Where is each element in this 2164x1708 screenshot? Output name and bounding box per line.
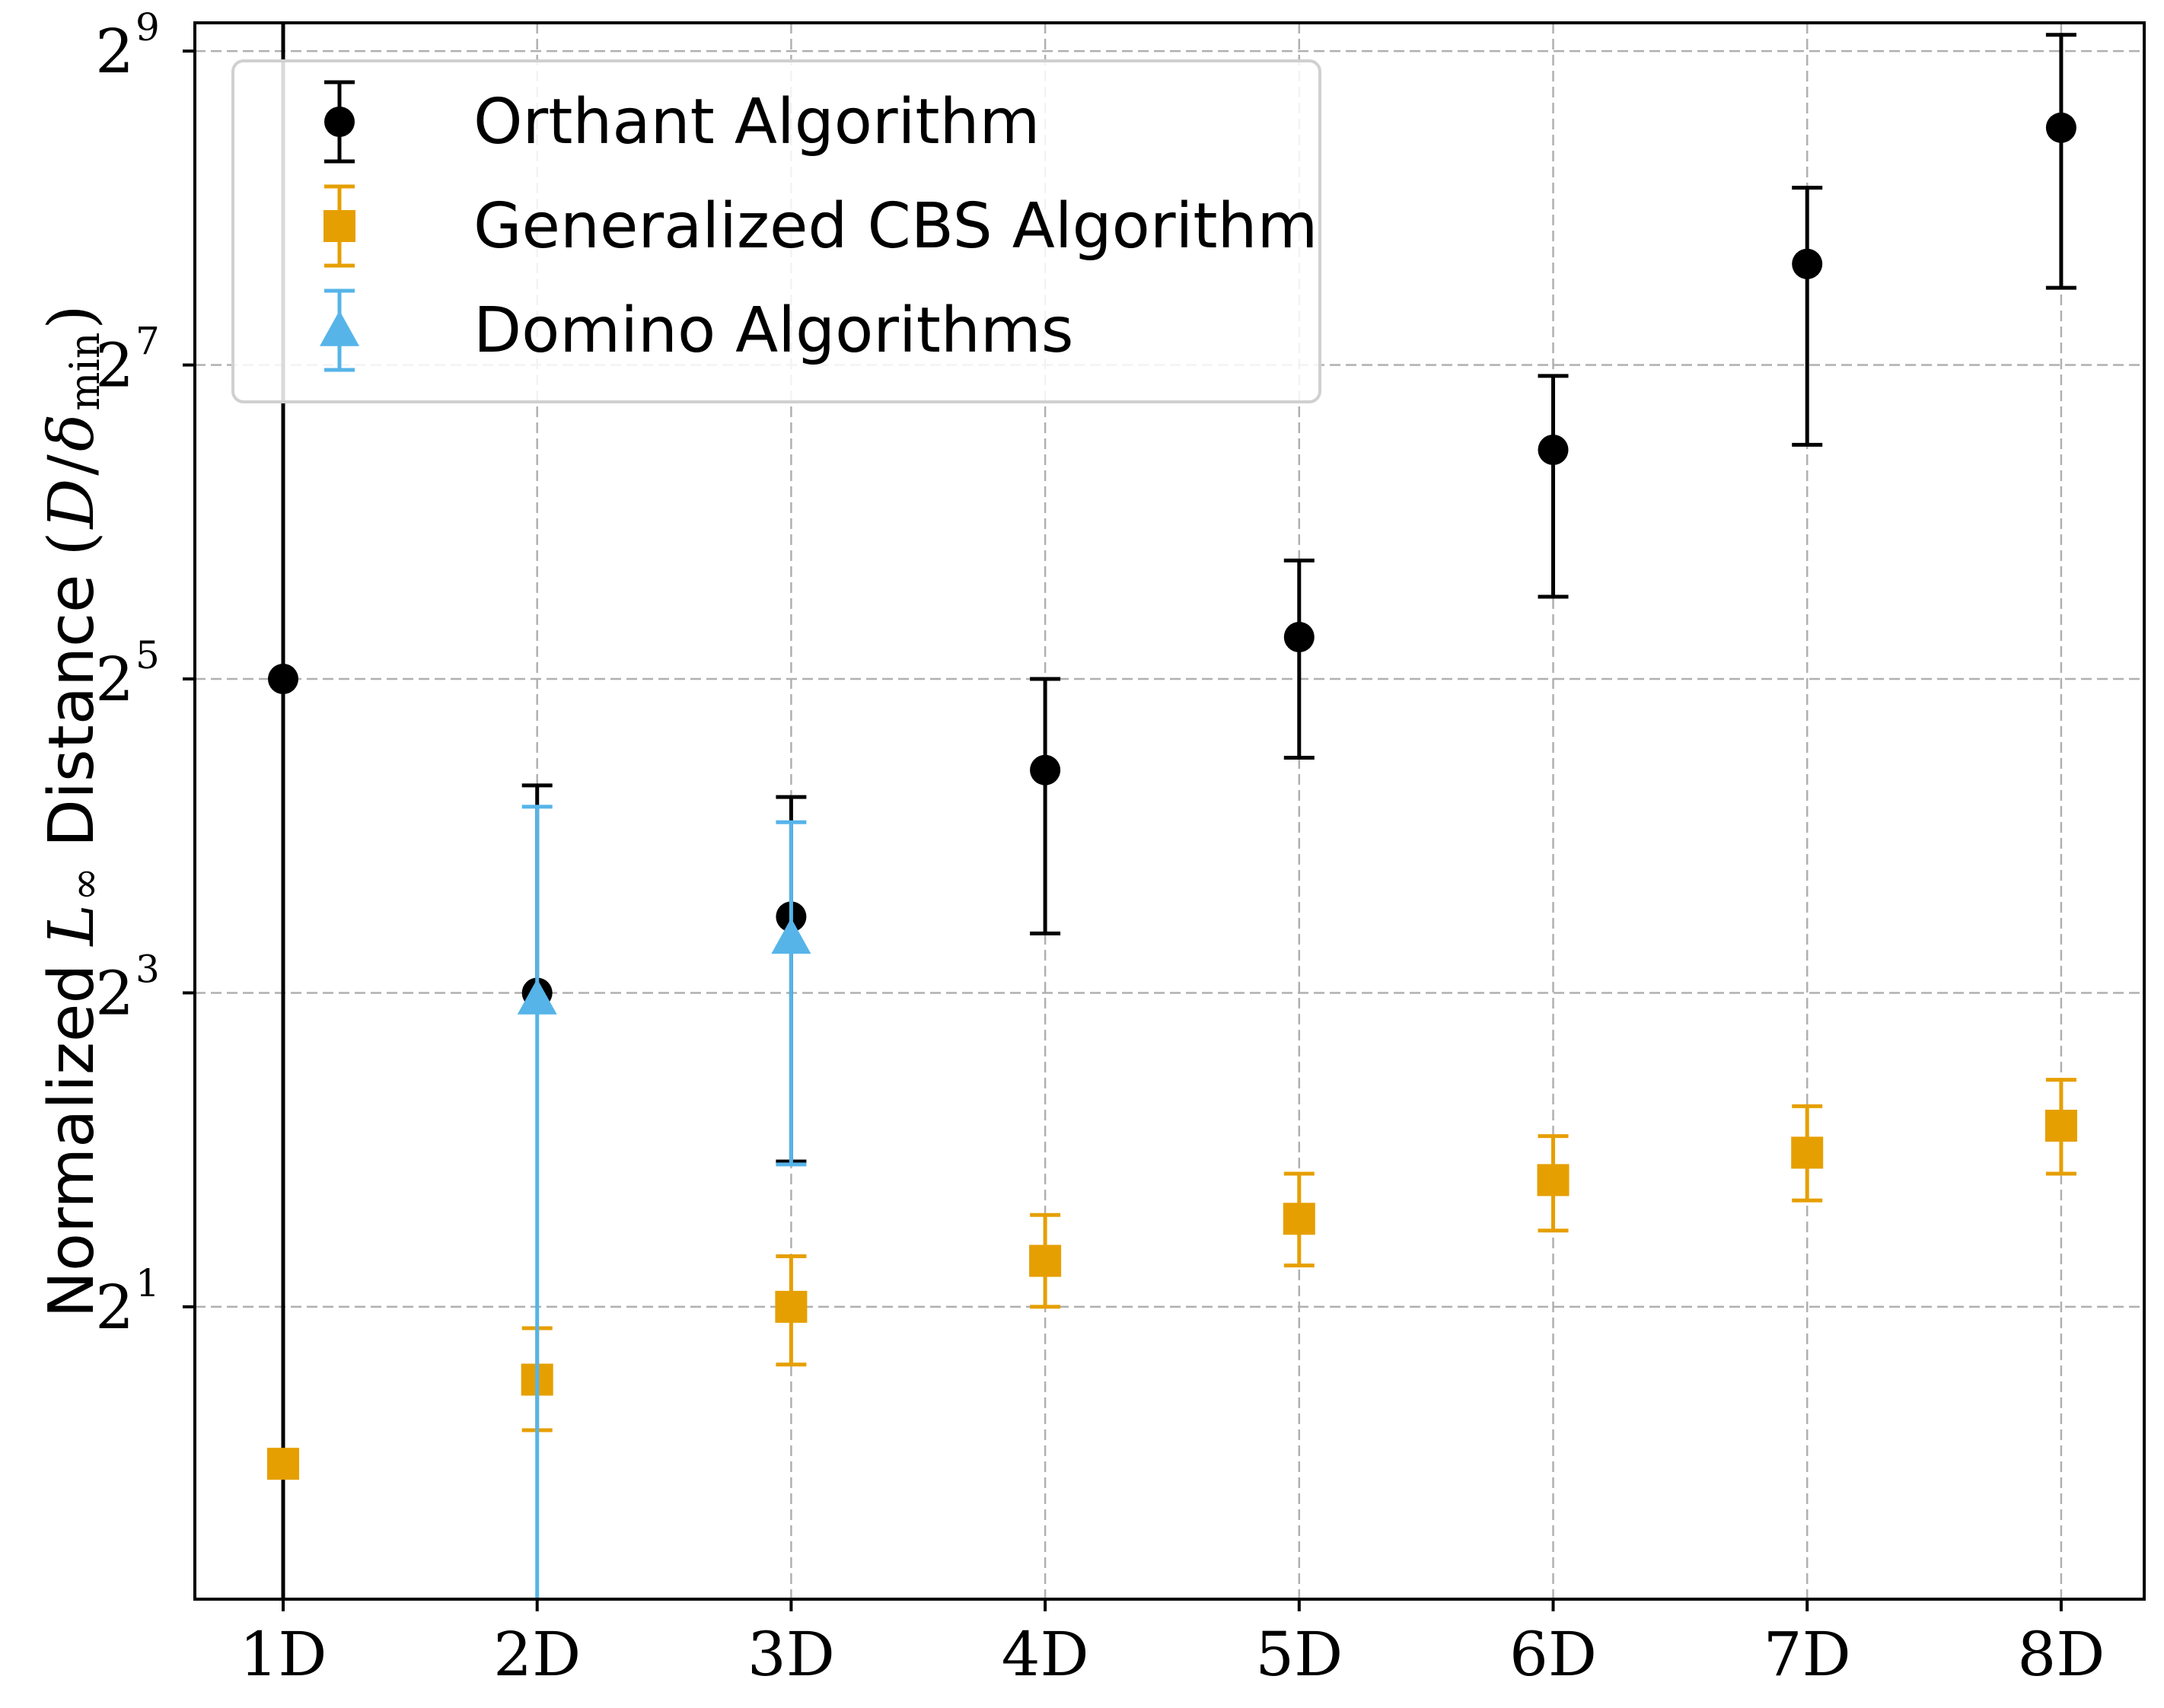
- y-tick-exponent: 1: [135, 1261, 160, 1305]
- data-point: [775, 1290, 808, 1323]
- ylabel-word: Distance: [36, 575, 108, 848]
- legend-marker: [324, 107, 355, 137]
- x-tick-label: 1D: [239, 1619, 327, 1690]
- data-point: [1283, 1203, 1315, 1235]
- data-point: [1791, 1136, 1824, 1169]
- legend: Orthant Algorithm Generalized CBS Algorit…: [231, 59, 1321, 403]
- data-point: [1283, 621, 1315, 652]
- legend-box: [231, 59, 1321, 403]
- data-point: [1538, 435, 1569, 466]
- axis-ticks: 1D 2D 3D 4D 5D 6D 7D 8D2 12 32 52 72 9: [95, 5, 2105, 1690]
- data-point: [267, 1448, 299, 1480]
- x-tick-label: 4D: [1002, 1619, 1089, 1690]
- ylabel-ratio-den: δ: [36, 414, 108, 451]
- ylabel-ratio-num: D: [36, 479, 108, 531]
- x-tick-label: 8D: [2017, 1619, 2105, 1690]
- data-point: [517, 978, 557, 1015]
- legend-marker: [320, 311, 359, 346]
- legend-marker: [323, 210, 355, 242]
- legend-label: Domino Algorithms: [473, 295, 1074, 367]
- y-tick-exponent: 7: [135, 320, 160, 364]
- plot-area: [267, 23, 2077, 1599]
- legend-label: Orthant Algorithm: [473, 86, 1040, 158]
- svg-text:Normalized L ∞: Normalized L ∞ Distance ( D / δ min ): [36, 304, 110, 1318]
- y-tick-label: 2: [95, 1272, 134, 1343]
- data-point: [771, 918, 811, 954]
- y-tick-label: 2: [95, 16, 134, 87]
- ylabel-math-sub: ∞: [61, 867, 109, 901]
- data-point: [2045, 112, 2076, 143]
- series-square: [267, 1078, 2077, 1480]
- ylabel-ratio-slash: /: [36, 454, 108, 476]
- y-axis-label: Normalized L ∞ Distance ( D / δ min ): [36, 304, 110, 1318]
- x-tick-label: 2D: [493, 1619, 581, 1690]
- data-point: [1030, 754, 1061, 785]
- ylabel-ratio-den-sub: min: [61, 332, 109, 410]
- x-tick-label: 6D: [1509, 1619, 1597, 1690]
- ylabel-ratio-open: (: [36, 532, 108, 556]
- y-tick-exponent: 3: [135, 947, 160, 991]
- axes-frame: [193, 21, 2146, 1601]
- legend-label: Generalized CBS Algorithm: [473, 190, 1318, 263]
- data-point: [268, 664, 298, 695]
- x-tick-label: 7D: [1764, 1619, 1851, 1690]
- y-tick-label: 2: [95, 958, 134, 1028]
- series-triangle: [517, 805, 811, 1599]
- ylabel-ratio-close: ): [36, 304, 108, 329]
- y-tick-exponent: 5: [135, 633, 160, 677]
- data-point: [1029, 1244, 1062, 1277]
- x-tick-label: 5D: [1255, 1619, 1343, 1690]
- ylabel-math-var: L: [36, 904, 108, 947]
- x-tick-label: 3D: [747, 1619, 835, 1690]
- ylabel-prefix: Normalized: [36, 964, 108, 1318]
- data-point: [2044, 1109, 2077, 1142]
- y-tick-exponent: 9: [135, 5, 160, 49]
- data-point: [1792, 248, 1823, 279]
- data-point: [1537, 1164, 1570, 1197]
- y-tick-label: 2: [95, 644, 134, 715]
- y-tick-label: 2: [95, 330, 134, 401]
